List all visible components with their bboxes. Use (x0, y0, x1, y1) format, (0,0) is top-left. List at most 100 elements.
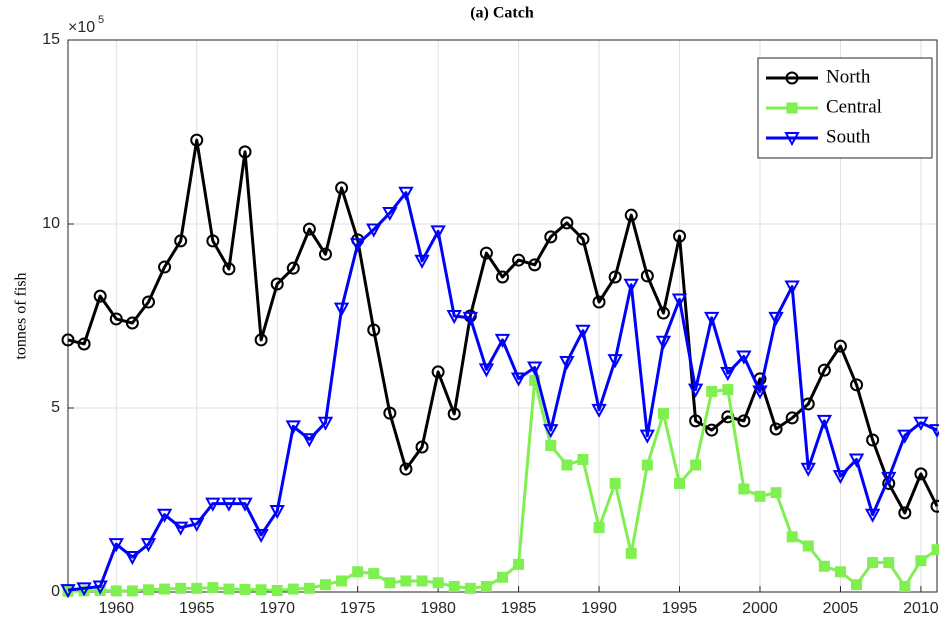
marker (897, 429, 913, 444)
marker (190, 133, 204, 147)
marker (786, 531, 798, 543)
marker (400, 575, 412, 587)
y-tick-label: 5 (51, 399, 60, 416)
marker (513, 558, 525, 570)
marker (784, 280, 800, 295)
marker (431, 365, 445, 379)
marker (851, 579, 863, 591)
marker (368, 568, 380, 580)
marker (591, 403, 607, 418)
series-line (67, 191, 938, 592)
marker (608, 270, 622, 284)
marker (319, 579, 331, 591)
marker (671, 293, 688, 308)
x-tick-label: 1960 (98, 600, 134, 617)
marker (430, 225, 446, 240)
marker (510, 372, 527, 387)
x-tick-label: 1985 (501, 600, 537, 617)
marker (447, 407, 461, 421)
marker (446, 310, 462, 325)
marker (913, 416, 929, 431)
marker (832, 470, 849, 485)
marker (253, 528, 269, 544)
chart-title: (a) Catch (470, 5, 534, 22)
marker (142, 584, 154, 596)
marker (238, 145, 252, 159)
marker (126, 585, 138, 597)
marker (270, 277, 284, 291)
marker (269, 505, 285, 520)
marker (768, 311, 784, 326)
x-tick-label: 1995 (662, 600, 698, 617)
marker (915, 555, 927, 567)
marker (175, 582, 187, 594)
marker (494, 333, 511, 349)
x-tick-label: 1990 (581, 600, 617, 617)
marker (640, 269, 654, 283)
x-tick-label: 1965 (179, 600, 215, 617)
marker (687, 383, 704, 398)
marker (206, 234, 220, 248)
series (62, 374, 939, 597)
marker (623, 278, 639, 293)
marker (752, 385, 768, 400)
marker (656, 306, 670, 320)
marker (625, 547, 637, 559)
marker (898, 506, 912, 520)
x-tick-label: 1970 (259, 600, 295, 617)
marker (61, 333, 75, 347)
marker (352, 566, 364, 578)
marker (239, 583, 251, 595)
marker (864, 508, 881, 523)
marker (448, 580, 460, 592)
marker (720, 367, 736, 382)
marker (929, 424, 939, 439)
legend-label: North (826, 66, 871, 87)
marker (384, 577, 396, 589)
marker (833, 339, 847, 353)
marker (883, 557, 895, 569)
marker (559, 356, 575, 371)
marker (416, 575, 428, 587)
marker (657, 408, 669, 420)
marker (191, 582, 203, 594)
marker (624, 208, 638, 222)
marker (770, 487, 782, 499)
marker (287, 583, 299, 595)
marker (159, 583, 171, 595)
marker (415, 440, 429, 454)
marker (140, 538, 157, 553)
marker (464, 582, 476, 594)
legend-label: Central (826, 96, 882, 117)
marker (881, 471, 897, 487)
marker (479, 246, 493, 260)
marker (706, 385, 718, 397)
marker (462, 311, 478, 326)
marker (383, 406, 397, 420)
marker (496, 270, 509, 284)
marker (478, 363, 495, 378)
marker (931, 544, 939, 556)
marker (722, 384, 734, 396)
x-tick-label: 1975 (340, 600, 376, 617)
legend-marker (784, 132, 800, 147)
marker (544, 230, 558, 244)
marker (110, 585, 122, 597)
marker (205, 497, 221, 512)
marker (207, 582, 219, 594)
marker (899, 580, 911, 592)
y-multiplier-exponent: 5 (98, 14, 104, 26)
marker (593, 522, 605, 534)
marker (607, 354, 623, 369)
marker (512, 253, 526, 267)
marker (575, 324, 591, 339)
marker (237, 497, 253, 512)
marker (930, 499, 939, 513)
marker (336, 575, 348, 587)
marker (398, 186, 414, 201)
y-multiplier: ×10 (68, 19, 95, 36)
marker (848, 453, 865, 468)
marker (125, 316, 139, 330)
series (60, 186, 939, 599)
